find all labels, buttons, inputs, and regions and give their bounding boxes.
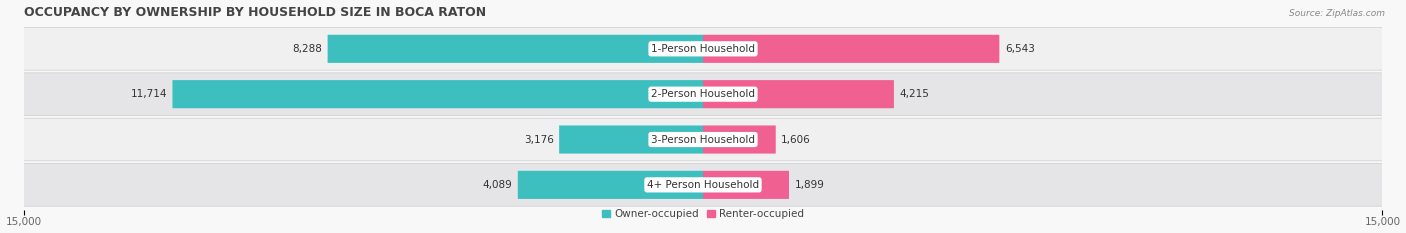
Text: 1,899: 1,899 — [794, 180, 824, 190]
Text: 1,606: 1,606 — [782, 134, 811, 144]
FancyBboxPatch shape — [24, 73, 1382, 116]
FancyBboxPatch shape — [560, 125, 703, 154]
FancyBboxPatch shape — [703, 80, 894, 108]
Text: 3,176: 3,176 — [524, 134, 554, 144]
FancyBboxPatch shape — [703, 171, 789, 199]
Text: 4,215: 4,215 — [900, 89, 929, 99]
Text: 8,288: 8,288 — [292, 44, 322, 54]
Text: 4,089: 4,089 — [482, 180, 512, 190]
Text: 3-Person Household: 3-Person Household — [651, 134, 755, 144]
Text: 1-Person Household: 1-Person Household — [651, 44, 755, 54]
Text: 6,543: 6,543 — [1005, 44, 1035, 54]
FancyBboxPatch shape — [517, 171, 703, 199]
FancyBboxPatch shape — [24, 27, 1382, 70]
Text: 2-Person Household: 2-Person Household — [651, 89, 755, 99]
FancyBboxPatch shape — [703, 125, 776, 154]
FancyBboxPatch shape — [328, 35, 703, 63]
Text: 11,714: 11,714 — [131, 89, 167, 99]
Text: Source: ZipAtlas.com: Source: ZipAtlas.com — [1289, 9, 1385, 18]
Text: OCCUPANCY BY OWNERSHIP BY HOUSEHOLD SIZE IN BOCA RATON: OCCUPANCY BY OWNERSHIP BY HOUSEHOLD SIZE… — [24, 6, 485, 19]
FancyBboxPatch shape — [24, 164, 1382, 206]
Text: 4+ Person Household: 4+ Person Household — [647, 180, 759, 190]
Legend: Owner-occupied, Renter-occupied: Owner-occupied, Renter-occupied — [602, 209, 804, 219]
FancyBboxPatch shape — [24, 118, 1382, 161]
FancyBboxPatch shape — [173, 80, 703, 108]
FancyBboxPatch shape — [703, 35, 1000, 63]
